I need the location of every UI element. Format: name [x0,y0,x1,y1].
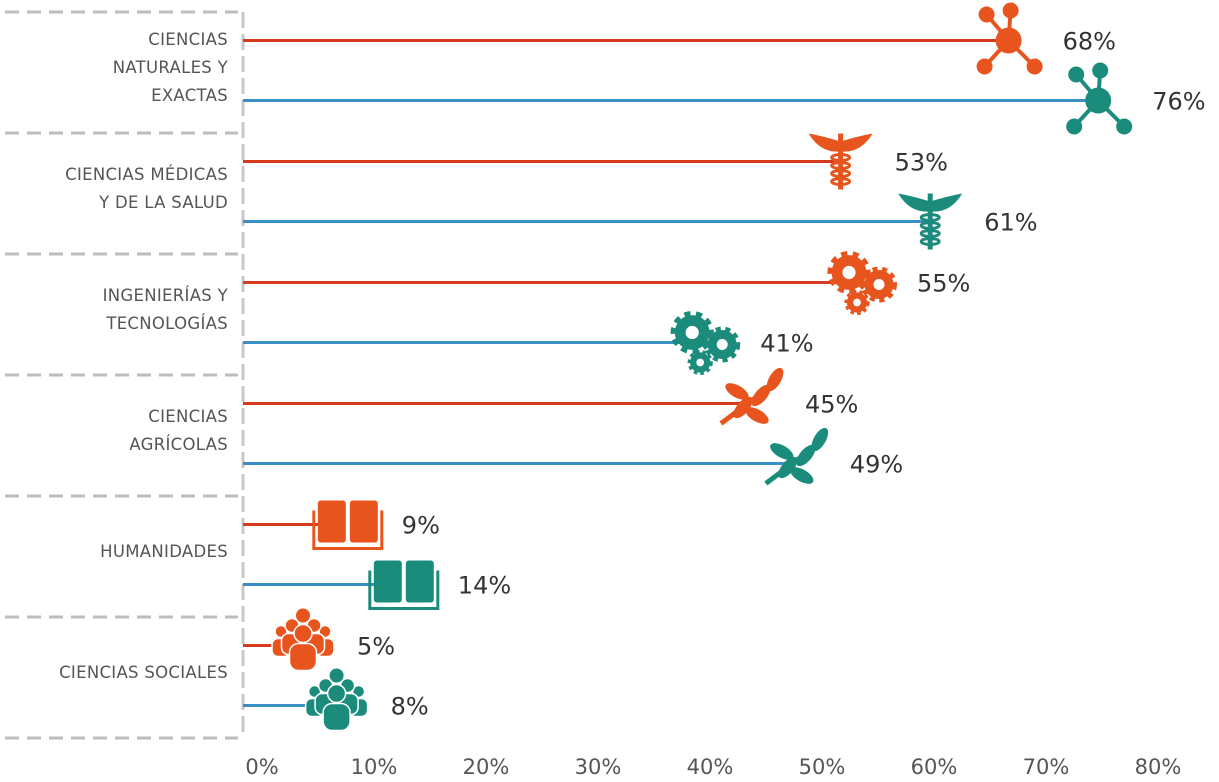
icon-part [326,683,347,704]
x-tick-label: 60% [911,755,958,779]
value-label: 8% [391,693,429,721]
icon [304,668,369,732]
icon-part [770,443,794,460]
icon-part [1116,118,1133,135]
value-label: 45% [805,391,858,419]
icon-part [919,221,941,230]
icon-part [978,6,995,23]
icon-part [766,367,784,392]
icon-part [293,623,313,644]
icon-part [778,456,798,479]
value-label: 49% [850,451,903,479]
icon-part [790,467,814,484]
icon-part [861,266,897,303]
icon-part [322,702,351,732]
icon-part [844,289,870,316]
icon-part [368,570,440,610]
icon-part [329,668,344,683]
icon-part [745,407,769,424]
icon-part [674,315,710,350]
icon-part [811,427,829,452]
icon-part [690,352,711,373]
icon-part [704,326,741,363]
icon [368,560,440,610]
x-tick-label: 80% [1135,755,1182,779]
value-label: 5% [357,633,395,661]
icon-part [312,510,384,550]
value-label: 9% [402,512,440,540]
icon-part [796,444,816,467]
icon [827,250,897,316]
value-label: 55% [917,270,970,298]
x-tick-label: 10% [351,755,398,779]
icon-part [751,384,771,407]
icon-part [296,608,310,623]
x-tick-label: 30% [575,755,622,779]
icon-part [919,229,941,238]
value-label: 14% [458,572,511,600]
icon-part [1002,2,1019,19]
icon-part [707,330,737,359]
icon [719,367,784,426]
category-label: CIENCIAS NATURALES Y EXACTAS [112,29,228,105]
icon [312,500,384,550]
icon-part [831,255,867,290]
icon-part [919,213,941,222]
x-tick-label: 0% [245,755,278,779]
icon-part [317,500,346,543]
icon-part [733,396,753,419]
icon-part [288,642,318,672]
icon-part [405,560,434,603]
x-tick-label: 70% [1023,755,1070,779]
value-label: 41% [760,330,813,358]
icon-part [898,193,963,212]
icon-part [1085,87,1112,114]
icon-part [725,383,749,400]
icon-part [349,500,378,543]
category-label: CIENCIAS AGRÍCOLAS [129,406,228,454]
icon [808,133,873,190]
x-tick-label: 40% [687,755,734,779]
icon-part [976,58,993,75]
icon-part [1026,58,1043,75]
icon [670,310,741,376]
icon [764,427,829,486]
icon [976,2,1043,75]
value-label: 68% [1063,28,1116,56]
icon-part [995,27,1022,54]
icon [271,608,335,672]
value-label: 76% [1152,88,1205,116]
icon-part [830,169,852,178]
icon-part [830,161,852,170]
icon-part [1068,66,1085,83]
icon-part [808,133,873,152]
category-label: CIENCIAS SOCIALES [59,662,228,682]
value-label: 53% [895,149,948,177]
icon-part [846,292,868,313]
icon-part [830,153,852,162]
category-label: INGENIERÍAS Y TECNOLOGÍAS [102,285,228,333]
x-tick-label: 20% [463,755,510,779]
icon-part [373,560,402,603]
icon [898,193,963,250]
category-label: HUMANIDADES [100,541,228,561]
x-tick-label: 50% [799,755,846,779]
icon-part [1092,62,1109,79]
icon-part [919,237,941,246]
value-label: 61% [984,209,1037,237]
icon-part [687,349,713,376]
category-label: CIENCIAS MÉDICAS Y DE LA SALUD [65,164,228,212]
icon [1066,62,1133,135]
icon-part [830,177,852,186]
icon-part [1066,118,1083,135]
icon-part [864,270,894,299]
